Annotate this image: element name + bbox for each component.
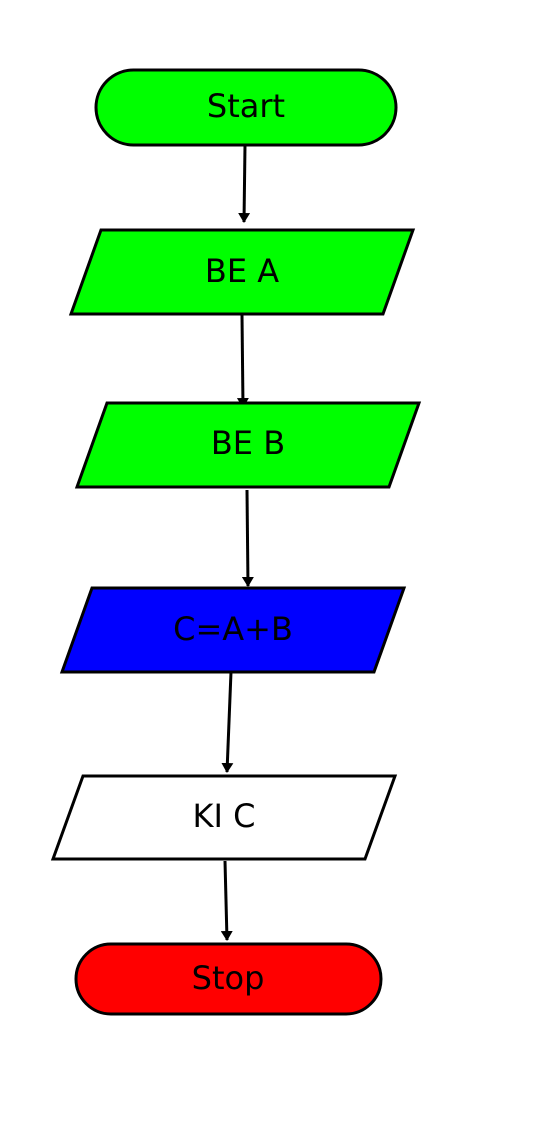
node-start-label: Start bbox=[207, 87, 285, 125]
node-input-b-label: BE B bbox=[211, 424, 285, 462]
io-input-a-shape bbox=[68, 228, 416, 316]
node-start: Start bbox=[94, 68, 398, 147]
io-output-c-shape bbox=[50, 774, 398, 861]
arrow-output-c-to-stop bbox=[220, 860, 233, 941]
terminal-start-shape bbox=[94, 68, 398, 147]
arrow-input-b-to-compute-c bbox=[241, 489, 254, 587]
node-input-a-label: BE A bbox=[205, 252, 279, 290]
node-compute-c: C=A+B bbox=[59, 586, 407, 674]
node-output-c: KI C bbox=[50, 774, 398, 861]
node-stop: Stop bbox=[74, 942, 383, 1016]
node-compute-c-label: C=A+B bbox=[173, 610, 293, 648]
arrow-start-to-input-a bbox=[238, 144, 251, 223]
node-output-c-label: KI C bbox=[193, 797, 256, 835]
arrow-compute-c-to-output-c bbox=[221, 671, 234, 773]
connectors bbox=[220, 144, 254, 941]
terminal-stop-shape bbox=[74, 942, 383, 1016]
node-input-a: BE A bbox=[68, 228, 416, 316]
node-input-b: BE B bbox=[74, 401, 422, 489]
process-compute-c-shape bbox=[59, 586, 407, 674]
node-stop-label: Stop bbox=[192, 959, 265, 997]
arrow-input-a-to-input-b bbox=[236, 314, 249, 408]
io-input-b-shape bbox=[74, 401, 422, 489]
